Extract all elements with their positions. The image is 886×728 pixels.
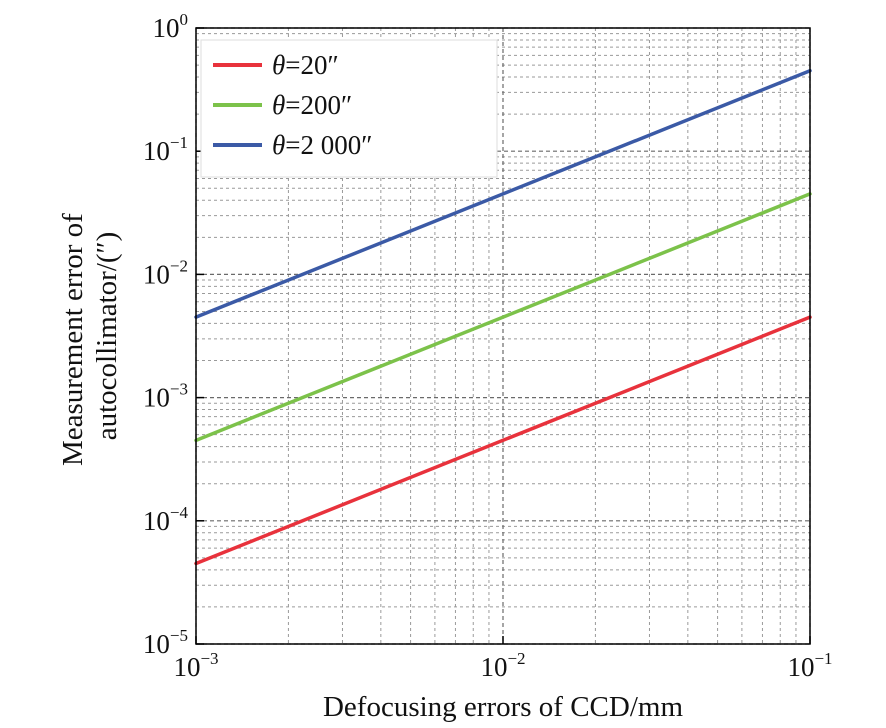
y-tick-label-6: 100 bbox=[153, 10, 189, 43]
legend-label-2: θ=200″ bbox=[272, 90, 352, 120]
y-tick-label-2: 10−4 bbox=[143, 503, 189, 536]
series-line-3 bbox=[194, 68, 812, 319]
x-axis-label: Defocusing errors of CCD/mm bbox=[323, 691, 683, 723]
series-line-2 bbox=[194, 192, 812, 443]
legend-box bbox=[200, 39, 498, 178]
y-axis-label: Measurement error of autocollimator/(″) bbox=[57, 206, 123, 466]
series-line-1 bbox=[194, 315, 812, 566]
series-lines bbox=[194, 68, 812, 566]
ticks: 10−3 10−2 10−1 10−5 10−4 10−3 10−2 10−1 100 bbox=[143, 10, 833, 682]
y-tick-label-4: 10−2 bbox=[143, 256, 188, 289]
legend: θ=20″ θ=200″ θ=2 000″ bbox=[200, 39, 498, 178]
y-tick-label-5: 10−1 bbox=[143, 133, 188, 166]
x-tick-label-1: 10−3 bbox=[173, 649, 218, 682]
y-axis-label-line-1: Measurement error of bbox=[57, 213, 89, 466]
y-tick-label-3: 10−3 bbox=[143, 380, 188, 413]
legend-label-1: θ=20″ bbox=[272, 50, 339, 80]
x-tick-label-2: 10−2 bbox=[480, 649, 525, 682]
legend-label-3: θ=2 000″ bbox=[272, 130, 373, 160]
x-tick-label-3: 10−1 bbox=[787, 649, 832, 682]
y-axis-label-line-2: autocollimator/(″) bbox=[91, 232, 123, 441]
y-tick-label-1: 10−5 bbox=[143, 626, 188, 659]
